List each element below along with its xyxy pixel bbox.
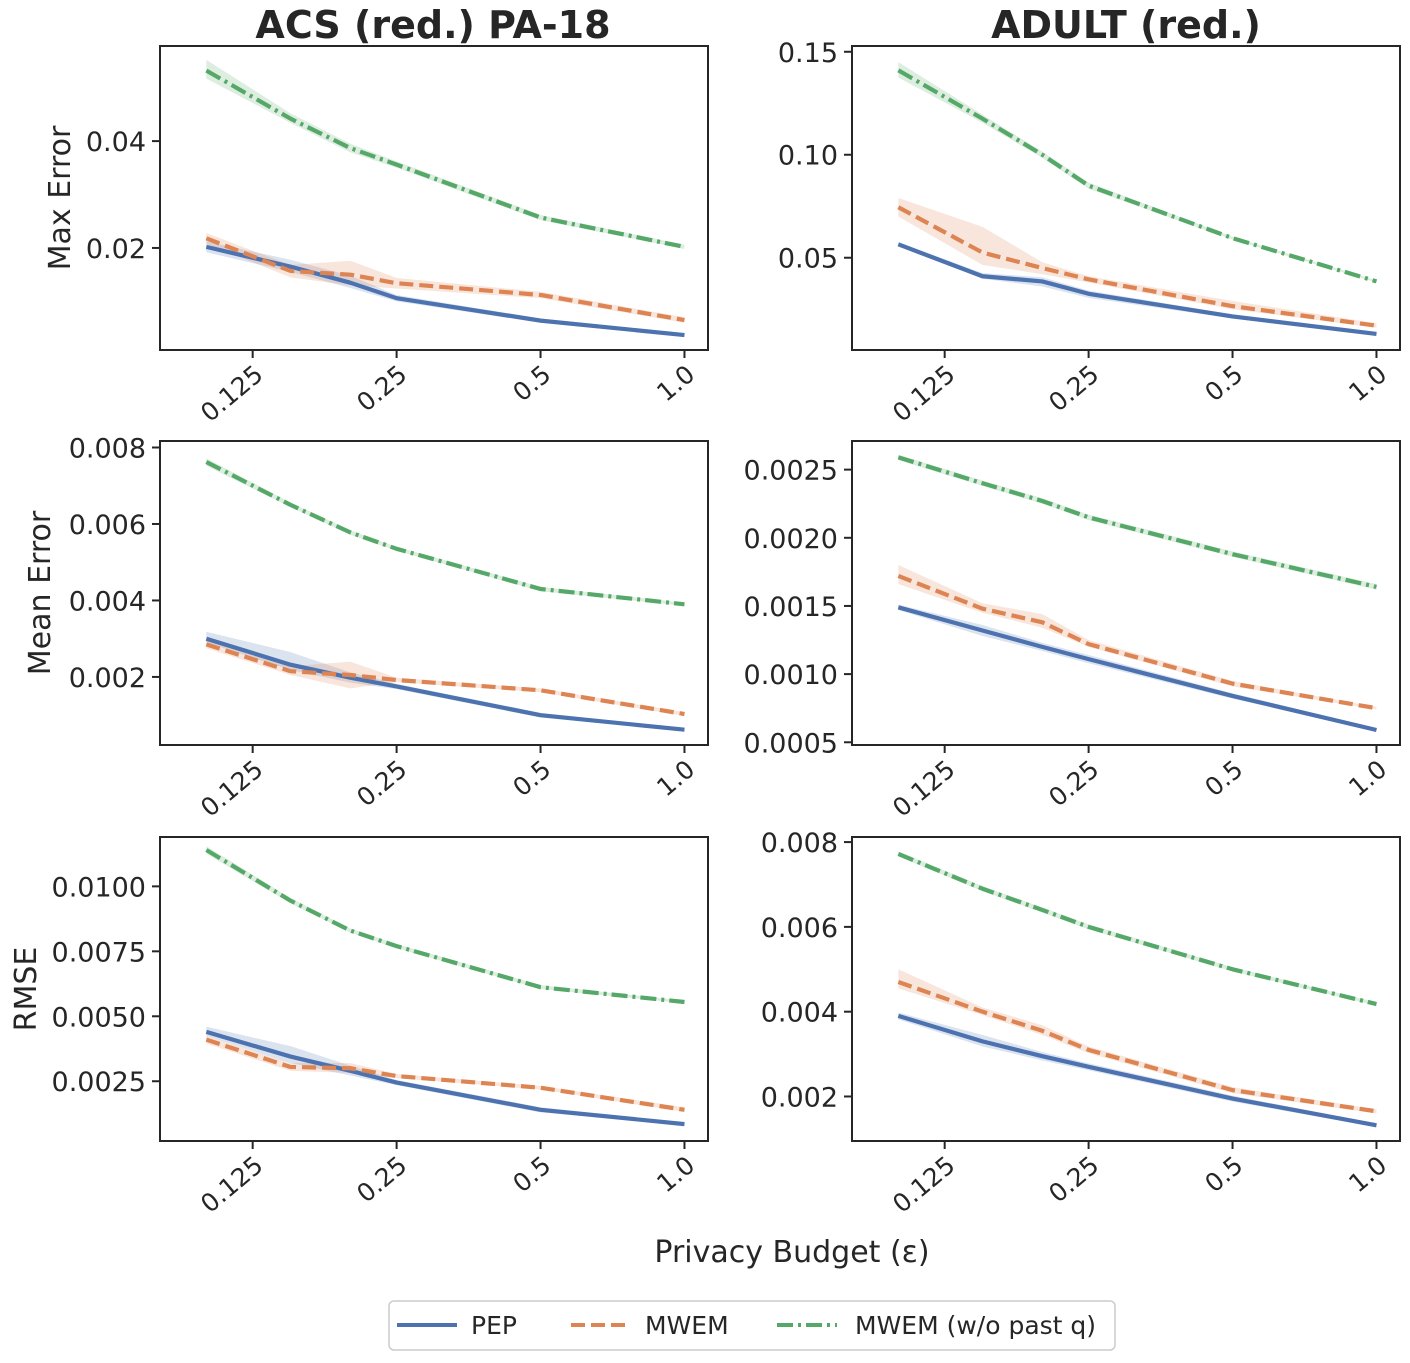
ylabel-mean-error: Mean Error	[23, 510, 58, 675]
legend-pep-label: PEP	[471, 1311, 517, 1340]
line-mwem-w-o-past-q-acs-rmse	[205, 848, 685, 1005]
line-pep-acs-max-error	[205, 244, 685, 338]
ytick-label-acs-max-error-0: 0.02	[86, 234, 146, 265]
xtick-label-acs-rmse-3: 1.0	[651, 1150, 700, 1198]
panel-adult-max-error: 0.05 0.10 0.15 0.125 0.25 0.5 1.0	[778, 38, 1401, 428]
ytick-label-adult-max-error-1: 0.10	[778, 141, 838, 172]
ytick-label-adult-mean-error-4: 0.0025	[744, 456, 838, 487]
line-mwem-acs-max-error	[205, 236, 685, 323]
ytick-label-acs-rmse-1: 0.0050	[52, 1002, 146, 1033]
ytick-label-acs-rmse-0: 0.0025	[52, 1067, 146, 1098]
ytick-label-acs-mean-error-0: 0.002	[69, 663, 146, 694]
ylabel-max-error: Max Error	[43, 125, 78, 270]
legend-frame	[388, 1300, 1116, 1351]
subplot-grid: 0.02 0.04 0.125 0.25 0.5 1.0 0.05 0.10 0.15 0.125…	[52, 38, 1401, 1219]
xtick-label-acs-mean-error-3: 1.0	[651, 754, 700, 802]
xtick-label-adult-rmse-2: 0.5	[1199, 1150, 1248, 1198]
ytick-label-acs-rmse-3: 0.0100	[52, 872, 146, 903]
line-mwem-adult-mean-error	[897, 574, 1377, 711]
ytick-label-adult-rmse-3: 0.008	[761, 828, 838, 859]
band-mwem-w-o-past-q-acs-rmse	[206, 846, 685, 1004]
panel-acs-max-error: 0.02 0.04 0.125 0.25 0.5 1.0	[86, 45, 709, 428]
panel-adult-mean-error: 0.0005 0.0010 0.0015 0.0020 0.0025 0.125 0.25 0…	[744, 440, 1401, 823]
ytick-label-adult-mean-error-2: 0.0015	[744, 592, 838, 623]
xtick-label-adult-mean-error-0: 0.125	[887, 754, 960, 822]
line-pep-acs-rmse	[205, 1029, 685, 1127]
xtick-label-acs-mean-error-0: 0.125	[195, 754, 268, 822]
ytick-label-adult-mean-error-0: 0.0005	[744, 728, 838, 759]
xtick-label-acs-rmse-1: 0.25	[351, 1150, 412, 1208]
band-mwem-acs-max-error	[206, 232, 685, 323]
band-pep-acs-rmse	[206, 1026, 685, 1126]
xtick-label-adult-mean-error-1: 0.25	[1043, 754, 1104, 812]
xtick-label-acs-max-error-0: 0.125	[195, 359, 268, 427]
line-mwem-acs-rmse	[205, 1037, 685, 1112]
line-pep-adult-mean-error	[897, 605, 1377, 733]
band-mwem-w-o-past-q-adult-rmse	[898, 851, 1377, 1006]
xtick-label-adult-max-error-1: 0.25	[1043, 359, 1104, 417]
line-mwem-w-o-past-q-adult-mean-error	[897, 455, 1377, 589]
xtick-label-acs-mean-error-2: 0.5	[507, 754, 556, 802]
band-mwem-adult-mean-error	[898, 565, 1377, 710]
column-title-acs: ACS (red.) PA-18	[255, 3, 610, 47]
ytick-label-acs-rmse-2: 0.0075	[52, 937, 146, 968]
ytick-label-adult-max-error-0: 0.05	[778, 244, 838, 275]
xtick-label-acs-mean-error-1: 0.25	[351, 754, 412, 812]
xtick-label-acs-max-error-1: 0.25	[351, 359, 412, 417]
xtick-label-acs-rmse-0: 0.125	[195, 1150, 268, 1218]
line-mwem-w-o-past-q-adult-max-error	[897, 68, 1378, 284]
xlabel-privacy-budget: Privacy Budget (ε)	[654, 1235, 929, 1270]
ytick-label-adult-rmse-1: 0.004	[761, 998, 838, 1029]
line-pep-adult-max-error	[897, 242, 1377, 337]
line-pep-adult-rmse	[897, 1013, 1377, 1128]
legend-mwem-wo-past-q-label: MWEM (w/o past q)	[855, 1311, 1096, 1340]
line-mwem-acs-mean-error	[205, 642, 685, 717]
ytick-label-acs-max-error-1: 0.04	[86, 127, 146, 158]
xtick-label-adult-max-error-3: 1.0	[1343, 359, 1392, 407]
xtick-label-acs-max-error-2: 0.5	[507, 359, 556, 407]
band-mwem-w-o-past-q-acs-max-error	[206, 59, 685, 250]
line-mwem-adult-rmse	[897, 980, 1377, 1114]
ytick-label-acs-mean-error-3: 0.008	[69, 434, 146, 465]
xtick-label-adult-max-error-2: 0.5	[1199, 359, 1248, 407]
ytick-label-adult-rmse-2: 0.006	[761, 913, 838, 944]
xtick-label-adult-mean-error-3: 1.0	[1343, 754, 1392, 802]
line-mwem-w-o-past-q-acs-mean-error	[205, 460, 685, 607]
ytick-label-acs-mean-error-1: 0.004	[69, 586, 146, 617]
axes-frame-acs-mean-error	[159, 440, 709, 746]
column-title-adult: ADULT (red.)	[991, 3, 1261, 47]
xtick-label-acs-max-error-3: 1.0	[651, 359, 700, 407]
xtick-label-acs-rmse-2: 0.5	[507, 1150, 556, 1198]
axes-frame-acs-max-error	[159, 45, 709, 351]
axes-frame-adult-mean-error	[851, 440, 1401, 746]
ytick-label-adult-rmse-0: 0.002	[761, 1082, 838, 1113]
ytick-label-adult-mean-error-3: 0.0020	[744, 524, 838, 555]
line-pep-acs-mean-error	[205, 636, 685, 732]
ylabel-rmse: RMSE	[9, 947, 44, 1032]
axes-frame-acs-rmse	[159, 836, 709, 1142]
axes-frame-adult-max-error	[851, 45, 1401, 351]
xtick-label-adult-mean-error-2: 0.5	[1199, 754, 1248, 802]
panel-adult-rmse: 0.002 0.004 0.006 0.008 0.125 0.25 0.5 1.0	[761, 828, 1401, 1219]
xtick-label-adult-rmse-1: 0.25	[1043, 1150, 1104, 1208]
band-pep-adult-rmse	[898, 1012, 1377, 1128]
legend: PEP MWEM MWEM (w/o past q)	[388, 1300, 1116, 1351]
line-mwem-w-o-past-q-acs-max-error	[205, 68, 685, 249]
ytick-label-adult-max-error-2: 0.15	[778, 38, 838, 69]
legend-mwem-label: MWEM	[645, 1311, 729, 1340]
xtick-label-adult-rmse-3: 1.0	[1343, 1150, 1392, 1198]
ytick-label-adult-mean-error-1: 0.0010	[744, 660, 838, 691]
xtick-label-adult-rmse-0: 0.125	[887, 1150, 960, 1218]
band-mwem-adult-max-error	[898, 198, 1377, 328]
panel-acs-rmse: 0.0025 0.0050 0.0075 0.0100 0.125 0.25 0.5 1.0	[52, 836, 709, 1219]
ytick-label-acs-mean-error-2: 0.006	[69, 510, 146, 541]
line-mwem-w-o-past-q-adult-rmse	[897, 852, 1377, 1007]
panel-acs-mean-error: 0.002 0.004 0.006 0.008 0.125 0.25 0.5 1.0	[69, 434, 709, 823]
line-mwem-adult-max-error	[897, 205, 1377, 328]
xtick-label-adult-max-error-0: 0.125	[887, 359, 960, 427]
axes-frame-adult-rmse	[851, 836, 1401, 1142]
band-mwem-w-o-past-q-acs-mean-error	[206, 458, 685, 606]
